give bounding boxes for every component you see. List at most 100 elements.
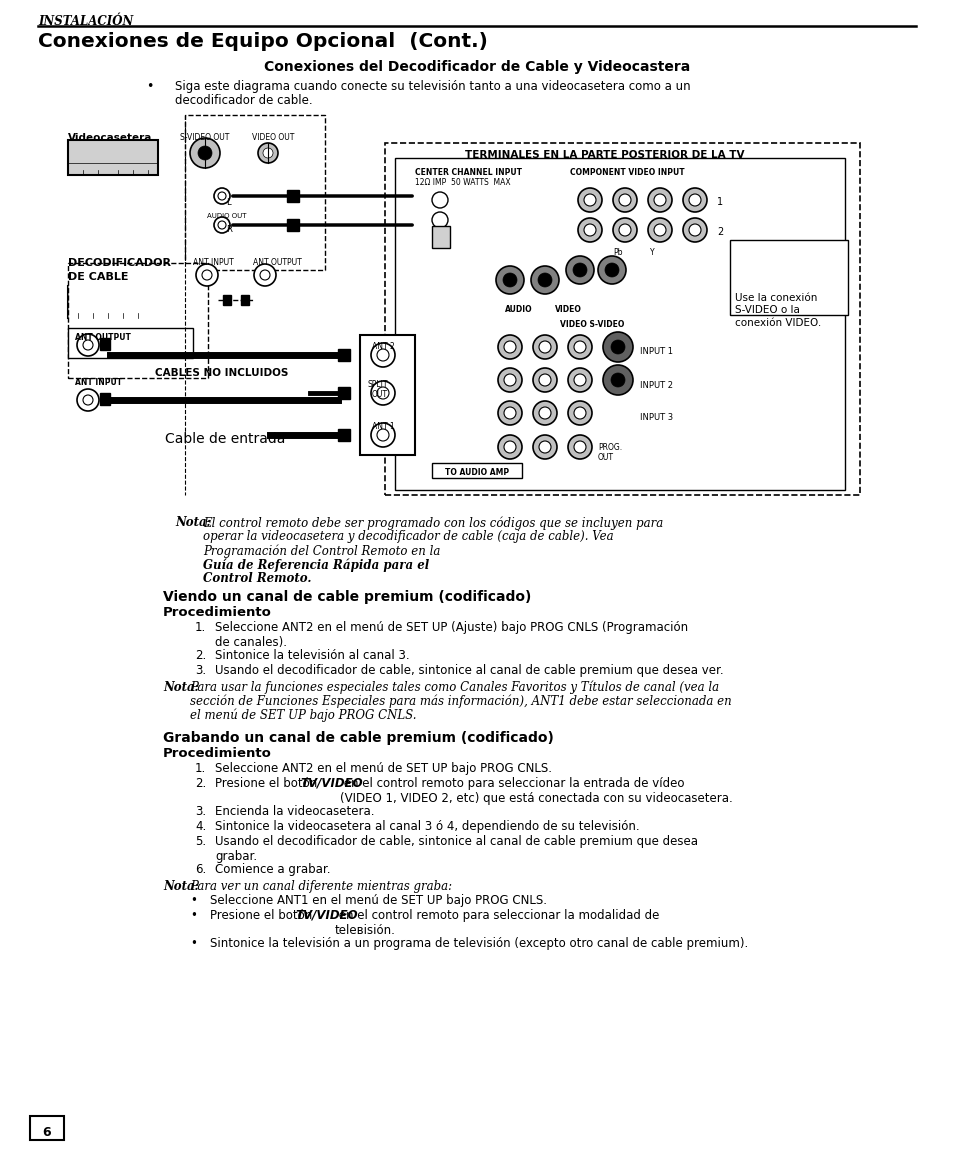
Circle shape: [604, 263, 618, 277]
Bar: [68, 140, 158, 175]
Text: 6: 6: [43, 1126, 51, 1138]
Text: Para ver un canal diferente mientras graba:: Para ver un canal diferente mientras gra…: [190, 880, 452, 894]
Text: operar la videocasetera y decodificador de cable (caja de cable). Vea: operar la videocasetera y decodificador …: [203, 530, 613, 543]
Text: R: R: [226, 225, 232, 233]
Circle shape: [497, 368, 521, 392]
Circle shape: [260, 270, 270, 279]
Bar: [385, 143, 859, 494]
Text: Presione el botón: Presione el botón: [214, 777, 320, 790]
Circle shape: [371, 381, 395, 405]
Circle shape: [371, 343, 395, 367]
Circle shape: [257, 143, 277, 163]
Circle shape: [263, 148, 273, 158]
Text: Seleccione ANT2 en el menú de SET UP (Ajuste) bajo PROG CNLS (Programación
de ca: Seleccione ANT2 en el menú de SET UP (Aj…: [214, 621, 687, 649]
Text: ANT 1: ANT 1: [372, 422, 395, 431]
Text: Usando el decodificador de cable, sintonice al canal de cable premium que desea : Usando el decodificador de cable, sinton…: [214, 664, 723, 677]
Circle shape: [497, 335, 521, 359]
Bar: [337, 429, 350, 440]
Text: Sintonice la videocasetera al canal 3 ó 4, dependiendo de su televisión.: Sintonice la videocasetera al canal 3 ó …: [214, 820, 639, 833]
Text: ANT INPUT: ANT INPUT: [193, 258, 233, 267]
Circle shape: [253, 264, 275, 286]
Circle shape: [613, 187, 637, 212]
Bar: [337, 348, 350, 361]
Text: ANT 2: ANT 2: [372, 342, 395, 351]
Text: AUDIO: AUDIO: [504, 305, 532, 314]
Circle shape: [647, 218, 671, 242]
Text: COMPONENT VIDEO INPUT: COMPONENT VIDEO INPUT: [569, 168, 684, 177]
Circle shape: [531, 266, 558, 294]
Bar: [287, 218, 298, 231]
Text: DE CABLE: DE CABLE: [68, 273, 129, 282]
Bar: [100, 338, 110, 350]
Circle shape: [618, 194, 630, 206]
Circle shape: [533, 335, 557, 359]
Text: 2.: 2.: [194, 777, 206, 790]
Text: Siga este diagrama cuando conecte su televisión tanto a una videocasetera como a: Siga este diagrama cuando conecte su tel…: [174, 81, 690, 93]
Circle shape: [538, 440, 551, 453]
Text: OUT: OUT: [372, 390, 388, 399]
Text: S-VIDEO OUT: S-VIDEO OUT: [180, 133, 229, 141]
Circle shape: [83, 340, 92, 350]
Circle shape: [83, 394, 92, 405]
Text: •: •: [190, 908, 196, 922]
Circle shape: [371, 423, 395, 447]
Circle shape: [538, 407, 551, 419]
Text: en el control remoto para seleccionar la entrada de vídeo
(VIDEO 1, VIDEO 2, etc: en el control remoto para seleccionar la…: [339, 777, 732, 805]
Circle shape: [613, 218, 637, 242]
Circle shape: [503, 374, 516, 386]
Circle shape: [598, 256, 625, 284]
Circle shape: [602, 332, 633, 362]
Text: VIDEO: VIDEO: [555, 305, 581, 314]
Text: ANT INPUT: ANT INPUT: [75, 378, 122, 388]
Circle shape: [610, 340, 624, 354]
Bar: [100, 393, 110, 405]
Circle shape: [497, 435, 521, 459]
Circle shape: [213, 187, 230, 204]
Text: Videocasetera: Videocasetera: [68, 133, 152, 143]
Text: Conexiones del Decodificador de Cable y Videocastera: Conexiones del Decodificador de Cable y …: [264, 60, 689, 74]
Text: 6.: 6.: [194, 862, 206, 876]
Text: Comience a grabar.: Comience a grabar.: [214, 862, 330, 876]
Text: PROG.: PROG.: [598, 443, 621, 452]
Text: 3.: 3.: [194, 805, 206, 818]
Bar: [359, 335, 415, 455]
Circle shape: [77, 334, 99, 356]
Text: 1.: 1.: [194, 621, 206, 634]
Text: CENTER CHANNEL INPUT: CENTER CHANNEL INPUT: [415, 168, 521, 177]
Circle shape: [432, 192, 448, 208]
Text: 12Ω IMP  50 WATTS  MAX: 12Ω IMP 50 WATTS MAX: [415, 178, 510, 187]
Bar: [729, 240, 847, 315]
Bar: [30, 1116, 64, 1140]
Text: Grabando un canal de cable premium (codificado): Grabando un canal de cable premium (codi…: [163, 731, 554, 745]
Circle shape: [538, 342, 551, 353]
Circle shape: [565, 256, 594, 284]
Bar: [337, 388, 350, 399]
Text: S-VIDEO o la: S-VIDEO o la: [734, 305, 799, 315]
Text: INPUT 1: INPUT 1: [639, 347, 672, 356]
Circle shape: [610, 373, 624, 388]
Bar: [287, 190, 298, 202]
Bar: [223, 296, 231, 305]
Text: Nota:: Nota:: [163, 880, 199, 894]
Text: 5.: 5.: [194, 835, 206, 848]
Circle shape: [654, 194, 665, 206]
Circle shape: [432, 212, 448, 228]
Bar: [68, 286, 158, 319]
Circle shape: [682, 218, 706, 242]
Text: Programación del Control Remoto en la: Programación del Control Remoto en la: [203, 544, 444, 558]
Text: Encienda la videocasetera.: Encienda la videocasetera.: [214, 805, 375, 818]
Text: Sintonice la televisión a un programa de televisión (excepto otro canal de cable: Sintonice la televisión a un programa de…: [210, 937, 747, 950]
Text: Sintonice la televisión al canal 3.: Sintonice la televisión al canal 3.: [214, 649, 409, 662]
Bar: [68, 328, 193, 358]
Text: Procedimiento: Procedimiento: [163, 748, 272, 760]
Text: Conexiones de Equipo Opcional  (Cont.): Conexiones de Equipo Opcional (Cont.): [38, 32, 487, 51]
Circle shape: [567, 368, 592, 392]
Circle shape: [190, 138, 220, 168]
Text: •: •: [190, 894, 196, 907]
Circle shape: [218, 192, 226, 200]
Circle shape: [574, 374, 585, 386]
Text: 2: 2: [717, 227, 722, 237]
Text: VIDEO S-VIDEO: VIDEO S-VIDEO: [559, 320, 623, 329]
Text: sección de Funciones Especiales para más información), ANT1 debe estar seleccion: sección de Funciones Especiales para más…: [190, 695, 731, 708]
Circle shape: [502, 273, 517, 288]
